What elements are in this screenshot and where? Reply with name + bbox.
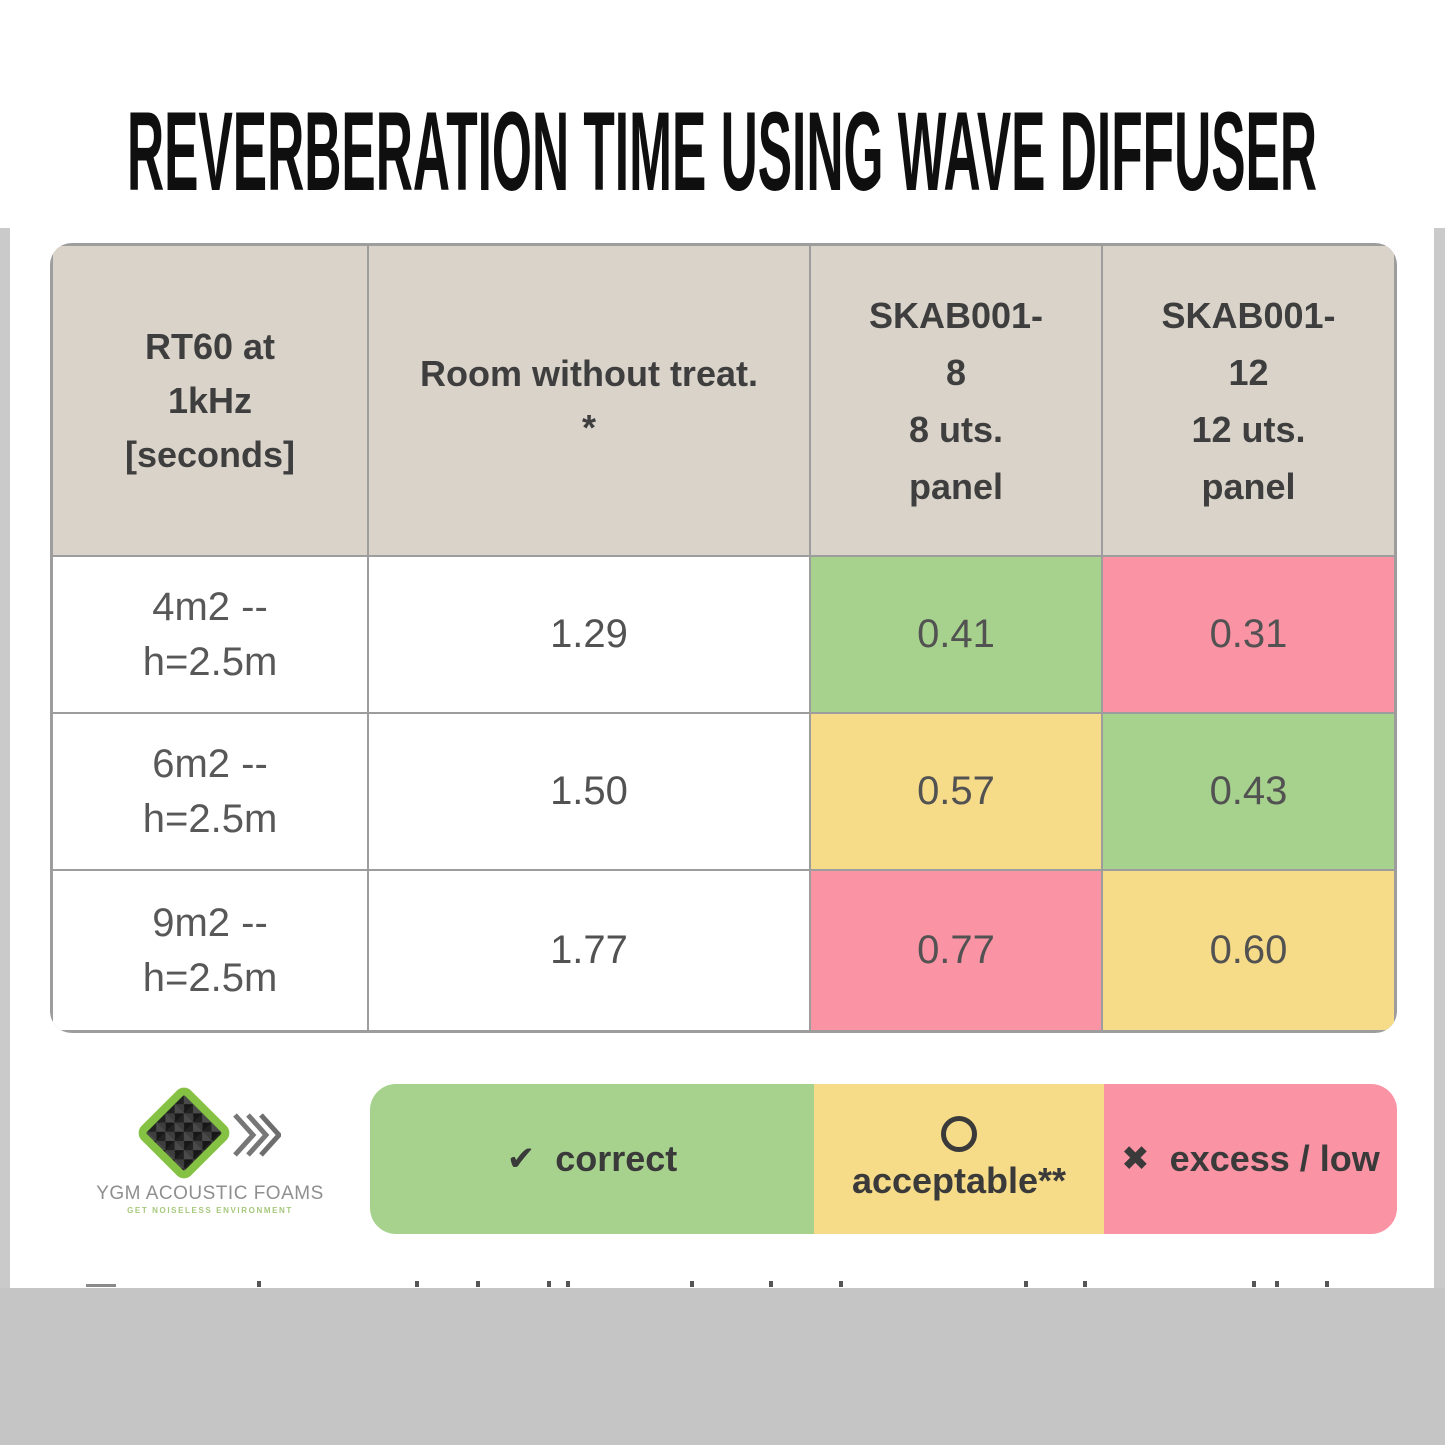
value-4m2-skab12-excess: 0.31 (1103, 557, 1394, 712)
value-6m2-untreated: 1.50 (369, 714, 809, 869)
circle-icon (941, 1116, 977, 1152)
legend-excess-low: ✖ excess / low (1104, 1084, 1397, 1234)
chevrons-icon (233, 1113, 281, 1157)
acoustic-foam-diamond-icon (134, 1083, 234, 1183)
bottom-gray-band (0, 1288, 1445, 1445)
header-rt60: RT60 at 1kHz [seconds] (53, 246, 367, 555)
header-skab001-12: SKAB001- 12 12 uts. panel (1103, 246, 1394, 555)
cross-icon: ✖ (1121, 1140, 1150, 1178)
check-icon: ✔ (506, 1140, 536, 1178)
value-9m2-untreated: 1.77 (369, 871, 809, 1030)
carousel-peek-right (1434, 228, 1445, 1445)
value-6m2-skab12-correct: 0.43 (1103, 714, 1394, 869)
page-title: REVERBERATION TIME USING WAVE DIFFUSER (127, 89, 1317, 214)
logo-tagline: GET NOISELESS ENVIRONMENT (127, 1206, 293, 1215)
logo-company-name: YGM ACOUSTIC FOAMS (96, 1183, 324, 1204)
legend-acceptable-label: acceptable** (851, 1160, 1067, 1201)
carousel-peek-left (0, 228, 10, 1445)
value-4m2-skab8-correct: 0.41 (811, 557, 1101, 712)
row-label-4m2: 4m2 -- h=2.5m (53, 557, 367, 712)
value-4m2-untreated: 1.29 (369, 557, 809, 712)
value-9m2-skab12-acceptable: 0.60 (1103, 871, 1394, 1030)
status-legend: ✔ correct acceptable** ✖ excess / low (370, 1084, 1397, 1234)
legend-correct-label: correct (555, 1138, 678, 1179)
header-no-treatment: Room without treat. * (369, 246, 809, 555)
page-title-svg: REVERBERATION TIME USING WAVE DIFFUSER (127, 89, 1317, 214)
cutoff-text-fragment (86, 1284, 116, 1287)
cutoff-text-fragment (257, 1281, 261, 1287)
header-skab001-8: SKAB001- 8 8 uts. panel (811, 246, 1101, 555)
value-6m2-skab8-acceptable: 0.57 (811, 714, 1101, 869)
legend-acceptable: acceptable** (814, 1084, 1104, 1234)
legend-correct: ✔ correct (370, 1084, 814, 1234)
row-label-9m2: 9m2 -- h=2.5m (53, 871, 367, 1030)
row-label-6m2: 6m2 -- h=2.5m (53, 714, 367, 869)
value-9m2-skab8-excess: 0.77 (811, 871, 1101, 1030)
legend-excess-label: excess / low (1169, 1138, 1380, 1179)
rt60-table: RT60 at 1kHz [seconds] Room without trea… (50, 243, 1397, 1033)
ygm-logo: YGM ACOUSTIC FOAMS GET NOISELESS ENVIRON… (95, 1083, 325, 1227)
